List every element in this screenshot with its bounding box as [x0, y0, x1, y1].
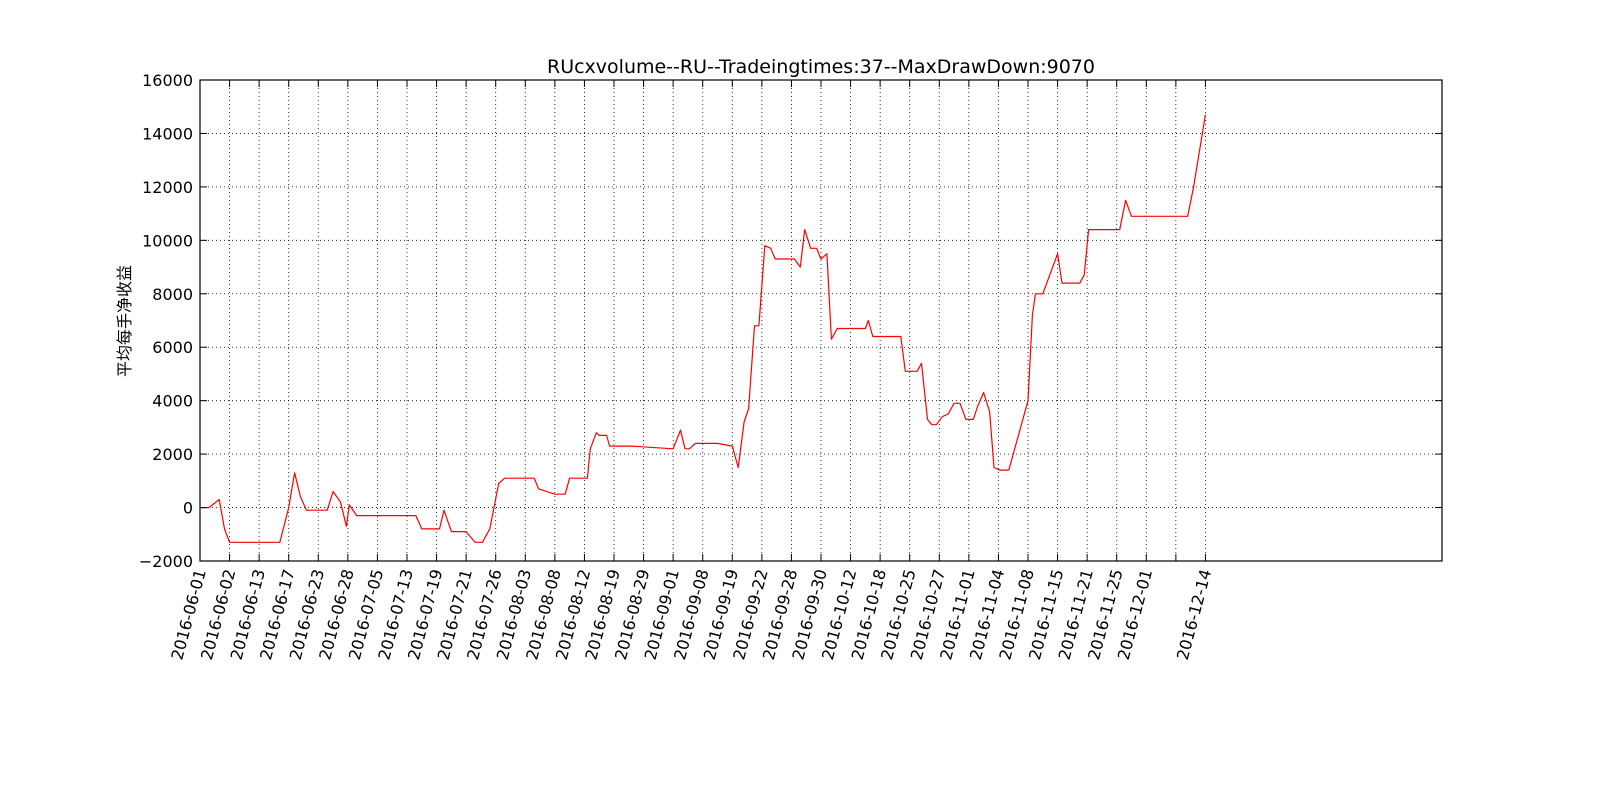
grid-lines — [200, 80, 1442, 561]
y-tick-label: 2000 — [152, 445, 193, 464]
y-tick-label: 8000 — [152, 285, 193, 304]
y-tick-label: 16000 — [142, 71, 193, 90]
ticks: −2000 0 2000 4000 6000 8000 10000 12000 14000 160… — [139, 71, 1442, 662]
y-tick-label: 12000 — [142, 178, 193, 197]
x-tick-label: 2016-12-14 — [1173, 567, 1215, 662]
series-line — [200, 114, 1206, 543]
y-tick-label: −2000 — [139, 552, 193, 571]
y-tick-label: 0 — [183, 499, 193, 518]
y-tick-label: 4000 — [152, 392, 193, 411]
y-tick-label: 14000 — [142, 124, 193, 143]
y-tick-label: 6000 — [152, 338, 193, 357]
series-layer — [200, 114, 1206, 543]
y-axis-label: 平均每手净收益 — [115, 265, 134, 377]
y-tick-label: 10000 — [142, 231, 193, 250]
chart-title: RUcxvolume--RU--Tradeingtimes:37--MaxDra… — [547, 56, 1095, 78]
